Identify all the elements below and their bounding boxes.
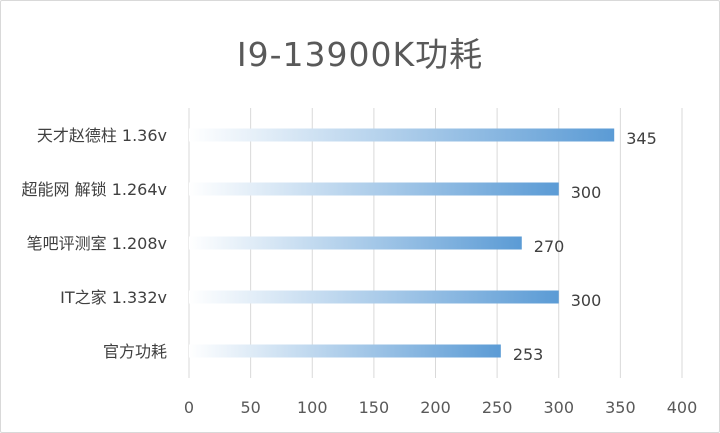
bars-layer [189, 128, 615, 358]
category-label: 天才赵德柱 1.36v [37, 126, 167, 145]
x-tick-label: 350 [605, 398, 636, 417]
x-tick-label: 300 [543, 398, 574, 417]
labels-layer: 0 50 100 150 200 250 300 350 400 天才赵德柱 1.36v 345 超能… [22, 126, 698, 417]
value-label: 300 [571, 291, 602, 310]
category-label: 笔吧评测室 1.208v [27, 234, 167, 253]
x-tick-label: 200 [420, 398, 451, 417]
bar [189, 290, 559, 304]
category-label: IT之家 1.332v [60, 288, 167, 307]
x-tick-label: 150 [359, 398, 390, 417]
chart-title: I9-13900K功耗 [237, 35, 483, 74]
x-tick-label: 0 [184, 398, 194, 417]
x-tick-label: 250 [482, 398, 513, 417]
x-tick-label: 400 [667, 398, 698, 417]
value-label: 253 [513, 345, 544, 364]
category-label: 官方功耗 [103, 342, 167, 361]
bar [189, 236, 522, 250]
x-tick-label: 50 [240, 398, 260, 417]
bar [189, 128, 615, 142]
x-tick-label: 100 [297, 398, 328, 417]
value-label: 270 [534, 237, 565, 256]
bar [189, 182, 559, 196]
category-label: 超能网 解锁 1.264v [22, 180, 167, 199]
value-label: 345 [626, 129, 657, 148]
bar [189, 344, 501, 358]
value-label: 300 [571, 183, 602, 202]
